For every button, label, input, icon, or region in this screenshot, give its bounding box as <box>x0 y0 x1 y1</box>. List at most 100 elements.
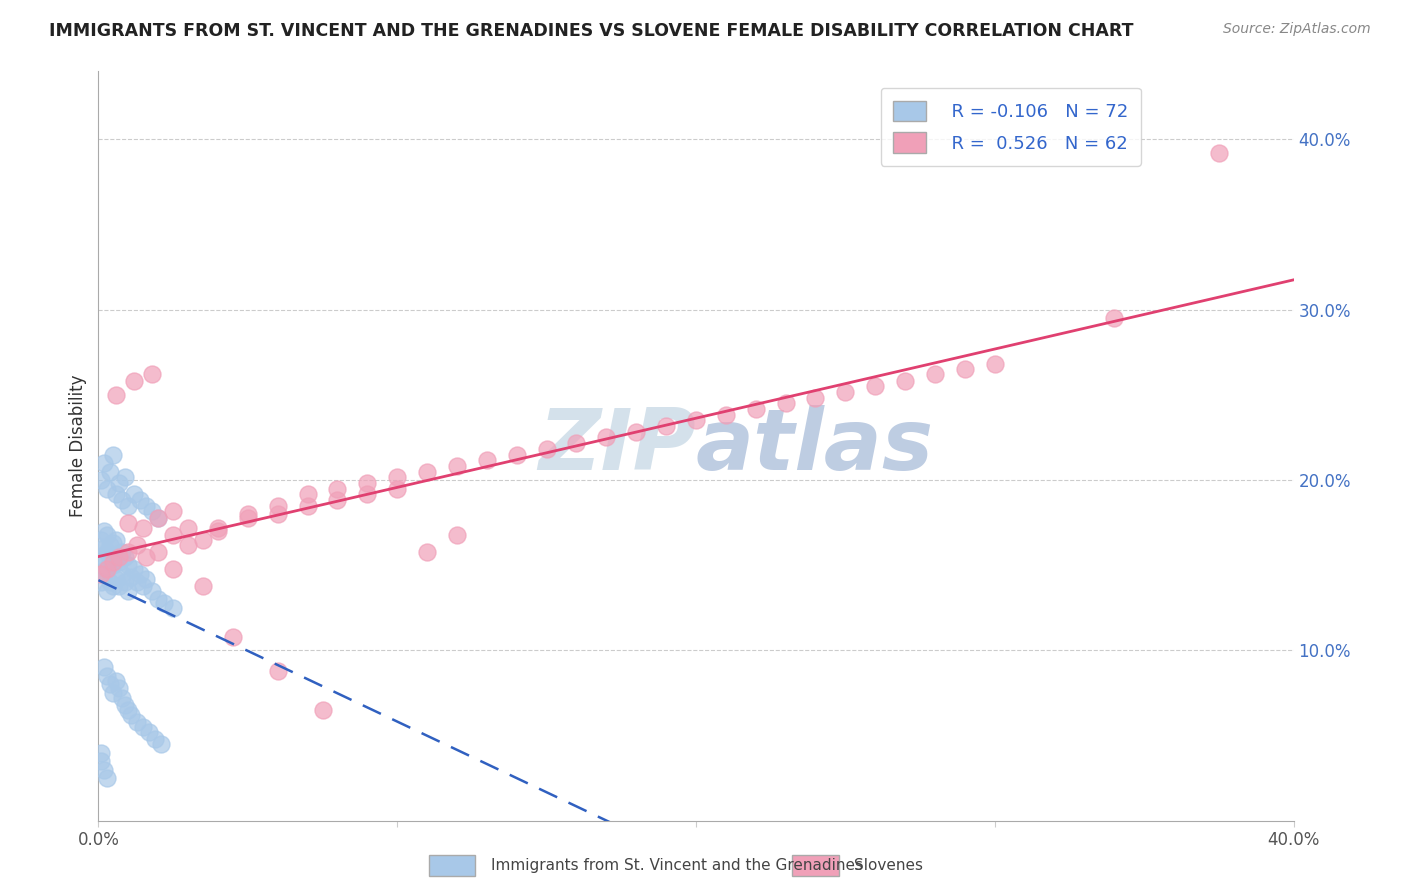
Point <box>90 473 112 487</box>
Point <box>105 486 128 500</box>
Legend:   R = -0.106   N = 72,   R =  0.526   N = 62: R = -0.106 N = 72, R = 0.526 N = 62 <box>880 88 1142 166</box>
Point <box>191 533 214 547</box>
Point <box>96 482 118 496</box>
Point <box>127 714 149 729</box>
Point <box>138 725 160 739</box>
Point <box>108 555 131 569</box>
FancyBboxPatch shape <box>429 855 475 876</box>
Point <box>595 430 617 444</box>
Point <box>90 754 112 768</box>
Point <box>105 388 128 402</box>
Point <box>117 583 139 598</box>
Point <box>267 664 290 678</box>
Point <box>103 579 125 593</box>
Point <box>96 561 118 575</box>
Point <box>129 493 152 508</box>
Point <box>124 561 146 575</box>
Text: Source: ZipAtlas.com: Source: ZipAtlas.com <box>1223 22 1371 37</box>
Point <box>745 401 768 416</box>
Point <box>506 448 529 462</box>
Point <box>108 549 131 564</box>
Y-axis label: Female Disability: Female Disability <box>69 375 87 517</box>
Point <box>356 476 378 491</box>
Point <box>446 527 468 541</box>
Point <box>114 469 136 483</box>
Point <box>135 549 157 564</box>
Point <box>90 549 112 564</box>
Text: atlas: atlas <box>696 404 934 488</box>
Point <box>865 379 887 393</box>
Point <box>93 763 115 777</box>
Point <box>894 374 917 388</box>
Point <box>416 544 439 558</box>
Point <box>93 566 115 581</box>
Point <box>98 465 122 479</box>
Point <box>90 533 112 547</box>
Point <box>93 660 115 674</box>
Point <box>98 677 122 691</box>
Point <box>111 566 134 581</box>
Point <box>111 544 134 558</box>
Point <box>111 691 134 706</box>
Point <box>148 544 170 558</box>
Point <box>120 570 142 584</box>
Point <box>141 583 163 598</box>
Point <box>236 507 259 521</box>
Point <box>93 541 115 556</box>
Point <box>141 504 163 518</box>
Point <box>117 544 139 558</box>
Point <box>446 459 468 474</box>
Point <box>177 521 200 535</box>
Point <box>326 493 349 508</box>
Point <box>804 392 827 406</box>
Point <box>953 362 976 376</box>
Point <box>222 630 245 644</box>
Point <box>207 521 229 535</box>
Point <box>96 771 118 785</box>
Text: Immigrants from St. Vincent and the Grenadines: Immigrants from St. Vincent and the Gren… <box>491 858 863 872</box>
Point <box>111 493 134 508</box>
Point <box>103 555 125 569</box>
Text: Slovenes: Slovenes <box>855 858 924 872</box>
Point <box>132 579 155 593</box>
Point <box>127 538 149 552</box>
Point <box>326 482 349 496</box>
Point <box>108 681 131 695</box>
Point <box>475 452 498 467</box>
Point <box>207 524 229 538</box>
Point <box>105 673 128 688</box>
FancyBboxPatch shape <box>793 855 838 876</box>
Point <box>148 592 170 607</box>
Point <box>105 572 128 586</box>
Point <box>114 698 136 712</box>
Point <box>103 558 125 573</box>
Point <box>984 357 1007 371</box>
Point <box>162 561 184 575</box>
Point <box>117 558 139 573</box>
Point <box>143 731 166 746</box>
Point <box>297 486 319 500</box>
Point <box>153 596 176 610</box>
Point <box>685 413 707 427</box>
Point <box>311 703 333 717</box>
Point <box>117 516 139 530</box>
Point <box>98 575 122 590</box>
Point <box>129 566 152 581</box>
Point <box>565 435 588 450</box>
Text: IMMIGRANTS FROM ST. VINCENT AND THE GRENADINES VS SLOVENE FEMALE DISABILITY CORR: IMMIGRANTS FROM ST. VINCENT AND THE GREN… <box>49 22 1133 40</box>
Point <box>93 549 115 564</box>
Point <box>834 384 856 399</box>
Point <box>177 538 200 552</box>
Point <box>103 536 125 550</box>
Point <box>90 575 112 590</box>
Point <box>96 527 118 541</box>
Point <box>714 409 737 423</box>
Point <box>117 703 139 717</box>
Point <box>124 486 146 500</box>
Point <box>132 521 155 535</box>
Point <box>385 482 409 496</box>
Point <box>191 579 214 593</box>
Point <box>135 572 157 586</box>
Point <box>536 442 558 457</box>
Point <box>297 499 319 513</box>
